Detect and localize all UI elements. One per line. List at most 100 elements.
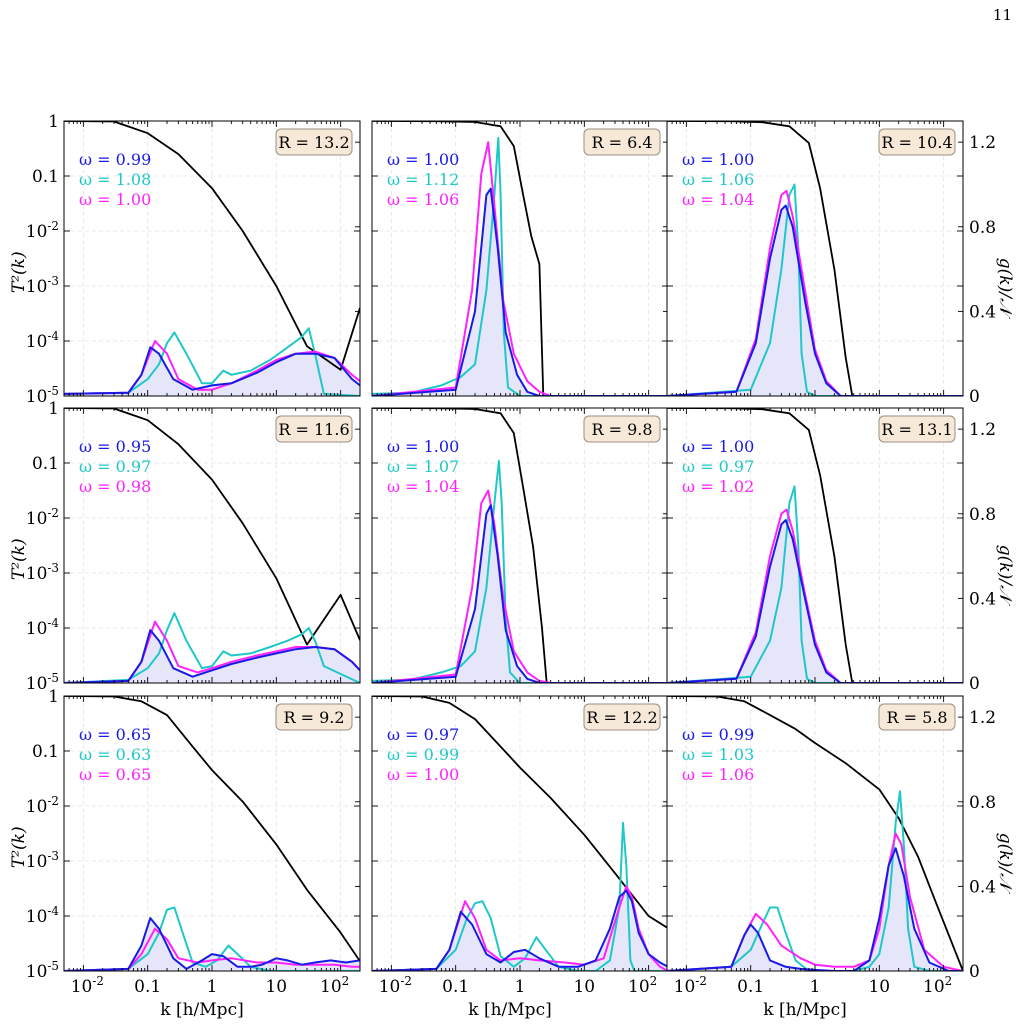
omega-label: ω = 0.65 <box>79 725 151 744</box>
radius-box <box>583 415 661 443</box>
omega-label: ω = 1.02 <box>682 477 754 496</box>
y-tick-label: 10-4 <box>26 329 59 352</box>
g-cyan-line <box>667 485 963 683</box>
omega-label: ω = 0.99 <box>79 150 151 169</box>
panel-r2c2: ω = 1.00ω = 1.07ω = 1.04 R = 9.8 <box>371 407 669 684</box>
y-tick-label: 10-2 <box>26 219 59 242</box>
g-blue-line <box>372 187 668 396</box>
plot-lines <box>667 121 963 396</box>
radius-box <box>583 128 661 156</box>
omega-label: ω = 1.12 <box>387 170 459 189</box>
omega-label: ω = 1.00 <box>682 437 754 456</box>
omega-label: ω = 1.08 <box>79 170 151 189</box>
ticks <box>666 407 964 684</box>
panel-r3c1: 1 0.1 10-2 10-3 10-4 10-5 T²(k) 10-2 0.1 1 10 102 k … <box>9 687 361 1020</box>
transfer-line <box>64 121 360 371</box>
panel-r1c2: ω = 1.00ω = 1.12ω = 1.06 R = 6.4 <box>371 120 669 397</box>
x-tick-label: 10 <box>868 977 890 997</box>
g-cyan-line <box>64 612 360 683</box>
x-tick-label: 1 <box>810 977 821 997</box>
plot-lines <box>64 121 360 396</box>
y-tick-label: 10-2 <box>26 794 59 817</box>
g-cyan-line <box>64 327 360 396</box>
omega-label: ω = 0.98 <box>79 477 151 496</box>
radius-box <box>878 415 956 443</box>
g-blue-fill <box>372 890 668 971</box>
y-axis-label-right: g(k)/𝒩 <box>995 833 1015 895</box>
plot-lines <box>667 696 963 971</box>
omega-label: ω = 1.06 <box>682 765 754 784</box>
y-tick-label: 1 <box>48 399 59 419</box>
radius-label: R = 9.2 <box>283 708 344 727</box>
radius-box <box>275 415 353 443</box>
x-tick-label: 102 <box>628 974 657 997</box>
omega-label: ω = 1.00 <box>387 437 459 456</box>
g-blue-line <box>64 629 360 683</box>
omega-label: ω = 1.04 <box>387 477 459 496</box>
transfer-line <box>667 696 963 971</box>
x-tick-label: 10-2 <box>379 974 412 997</box>
radius-box <box>878 128 956 156</box>
y-tick-label: 10-3 <box>26 274 59 297</box>
g-blue-line <box>372 504 668 683</box>
panel-r1c3: 1.2 0.8 0.4 0 g(k)/𝒩 ω = 1.00ω = 1.06ω = 1.04… <box>666 120 1015 407</box>
y-tick-label: 10-5 <box>26 671 59 694</box>
panel-r3c3: 1.2 0.8 0.4 0 g(k)/𝒩 10-2 0.1 1 10 102 k [h/Mpc] ω … <box>666 695 1015 1020</box>
g-magenta-line <box>667 832 963 971</box>
y-tick-label: 1 <box>48 687 59 707</box>
y-tick-label: 10-4 <box>26 904 59 927</box>
ticks <box>63 695 361 972</box>
y-right-tick-label: 0.8 <box>969 505 996 525</box>
x-axis-label: k [h/Mpc] <box>160 1000 243 1020</box>
page-number: 11 <box>993 6 1012 24</box>
y-right-tick-label: 0 <box>969 962 980 982</box>
radius-box <box>878 703 956 731</box>
omega-label: ω = 0.97 <box>387 725 459 744</box>
y-tick-label: 10-4 <box>26 616 59 639</box>
g-cyan-line <box>667 183 963 396</box>
omega-label: ω = 1.04 <box>682 190 754 209</box>
x-tick-label: 10 <box>573 977 595 997</box>
y-right-tick-label: 1.2 <box>969 420 996 440</box>
y-tick-label: 10-5 <box>26 959 59 982</box>
y-axis-label-right: g(k)/𝒩 <box>995 545 1015 607</box>
omega-label: ω = 0.65 <box>79 765 151 784</box>
panel-r3c2: 10-2 0.1 1 10 102 k [h/Mpc] ω = 0.97ω = 0.99ω … <box>371 695 669 1020</box>
y-tick-label: 0.1 <box>32 167 59 187</box>
omega-label: ω = 1.03 <box>682 745 754 764</box>
g-magenta-line <box>667 189 963 396</box>
transfer-line <box>64 696 360 962</box>
ticks <box>63 407 361 684</box>
y-tick-label: 0.1 <box>32 742 59 762</box>
y-right-tick-label: 0.4 <box>969 877 996 897</box>
y-axis-label-right: g(k)/𝒩 <box>995 258 1015 320</box>
radius-label: R = 10.4 <box>881 133 952 152</box>
y-tick-label: 0.1 <box>32 454 59 474</box>
omega-label: ω = 1.00 <box>387 150 459 169</box>
radius-label: R = 5.8 <box>886 708 947 727</box>
g-blue-fill <box>667 520 963 683</box>
x-tick-label: 10-2 <box>71 974 104 997</box>
radius-box <box>275 703 353 731</box>
ticks <box>63 120 361 397</box>
plot-lines <box>64 696 360 971</box>
y-tick-label: 10-3 <box>26 849 59 872</box>
y-tick-label: 10-2 <box>26 506 59 529</box>
radius-box <box>275 128 353 156</box>
radius-label: R = 6.4 <box>591 133 652 152</box>
x-axis-label: k [h/Mpc] <box>468 1000 551 1020</box>
g-blue-line <box>372 889 668 971</box>
y-right-tick-label: 1.2 <box>969 708 996 728</box>
x-tick-label: 1 <box>207 977 218 997</box>
y-right-tick-label: 0.8 <box>969 793 996 813</box>
radius-label: R = 9.8 <box>591 420 652 439</box>
y-axis-label-left: T²(k) <box>9 826 29 868</box>
omega-label: ω = 0.63 <box>79 745 151 764</box>
ticks <box>666 695 964 972</box>
omega-label: ω = 1.07 <box>387 457 459 476</box>
x-tick-label: 1 <box>515 977 526 997</box>
g-blue-line <box>667 847 963 971</box>
y-right-tick-label: 0.4 <box>969 589 996 609</box>
omega-label: ω = 1.00 <box>682 150 754 169</box>
g-cyan-line <box>372 459 668 683</box>
